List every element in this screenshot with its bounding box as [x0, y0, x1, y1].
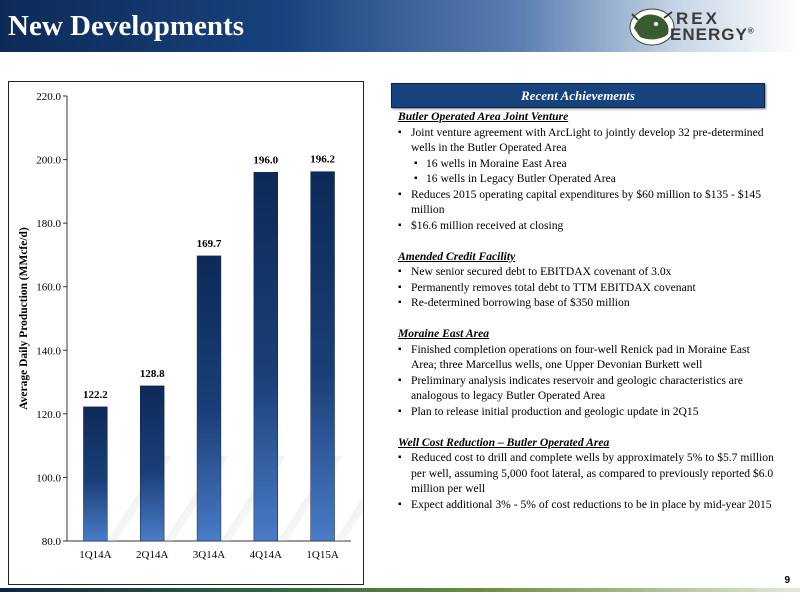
- slide-header: New Developments REX ENERGY®: [0, 0, 800, 52]
- bar-value-label: 128.8: [140, 368, 165, 380]
- y-tick-label: 180.0: [36, 218, 61, 230]
- section-title: Amended Credit Facility: [398, 249, 516, 263]
- bull-emblem-icon: [629, 8, 675, 46]
- bullet-item: Plan to release initial production and g…: [398, 404, 774, 420]
- bar-shadow: [334, 496, 363, 541]
- logo-text-energy: ENERGY®: [670, 25, 755, 44]
- section-title: Moraine East Area: [398, 327, 490, 340]
- bullet-item: Re-determined borrowing base of $350 mil…: [398, 295, 774, 311]
- y-axis-label: Average Daily Production (MMcfe/d): [18, 227, 30, 410]
- y-tick-label: 80.0: [42, 536, 62, 548]
- achievement-section: Well Cost Reduction – Butler Operated Ar…: [398, 435, 774, 513]
- rex-energy-logo: REX ENERGY®: [628, 6, 796, 48]
- section-title: Butler Operated Area Joint Venture: [398, 110, 569, 123]
- achievement-section: Amended Credit FacilityNew senior secure…: [398, 249, 774, 311]
- x-tick-label: 2Q14A: [136, 549, 168, 561]
- bullet-item: Reduced cost to drill and complete wells…: [398, 450, 774, 497]
- bar-value-label: 169.7: [197, 238, 222, 250]
- y-tick-label: 120.0: [36, 409, 61, 421]
- bar: [196, 255, 222, 542]
- x-tick-label: 4Q14A: [250, 549, 282, 561]
- bullet-item: Reduces 2015 operating capital expenditu…: [398, 187, 774, 218]
- bar-value-label: 196.0: [253, 154, 278, 166]
- sub-bullet-item: 16 wells in Legacy Butler Operated Area: [398, 171, 774, 187]
- y-tick-label: 100.0: [36, 472, 61, 484]
- achievements-list: Butler Operated Area Joint Venture Joint …: [398, 109, 774, 528]
- bullet-item: Finished completion operations on four-w…: [398, 342, 774, 373]
- page-number: 9: [784, 575, 790, 586]
- slide-title: New Developments: [8, 10, 244, 42]
- bar: [310, 171, 335, 542]
- y-tick-label: 200.0: [36, 155, 61, 167]
- bullet-item: New senior secured debt to EBITDAX coven…: [398, 264, 774, 280]
- bullet-item: Preliminary analysis indicates reservoir…: [398, 373, 774, 404]
- bullet-item: Joint venture agreement with ArcLight to…: [398, 125, 774, 156]
- bullet-item: $16.6 million received at closing: [398, 218, 774, 234]
- bullet-item: Expect additional 3% - 5% of cost reduct…: [398, 497, 774, 513]
- x-tick-label: 1Q14A: [79, 549, 111, 561]
- y-tick-label: 160.0: [36, 282, 61, 294]
- sub-bullet-item: 16 wells in Moraine East Area: [398, 156, 774, 172]
- logo-text-rex: REX: [676, 9, 720, 28]
- achievement-section: Butler Operated Area Joint Venture Joint …: [398, 109, 774, 233]
- x-tick-label: 3Q14A: [193, 549, 225, 561]
- footer-bar: [0, 588, 800, 592]
- x-tick-label: 1Q15A: [306, 549, 338, 561]
- production-chart-svg: 80.0 100.0 120.0 140.0 160.0 180.0 200.0 220.0 A…: [18, 91, 363, 561]
- section-title: Well Cost Reduction – Butler Operated Ar…: [398, 435, 610, 449]
- bar-value-label: 196.2: [310, 154, 335, 166]
- bar: [253, 172, 278, 542]
- y-tick-label: 140.0: [36, 345, 61, 357]
- bar: [140, 385, 165, 542]
- bar: [83, 406, 108, 542]
- y-tick-label: 220.0: [36, 91, 61, 103]
- achievement-section: Moraine East Area Finished completion ope…: [398, 326, 774, 419]
- bar-value-label: 122.2: [83, 389, 108, 401]
- recent-achievements-header: Recent Achievements: [391, 83, 765, 108]
- bullet-item: Permanently removes total debt to TTM EB…: [398, 280, 774, 296]
- logo-registered-mark: ®: [747, 26, 755, 36]
- production-chart: 80.0 100.0 120.0 140.0 160.0 180.0 200.0 220.0 A…: [8, 81, 364, 585]
